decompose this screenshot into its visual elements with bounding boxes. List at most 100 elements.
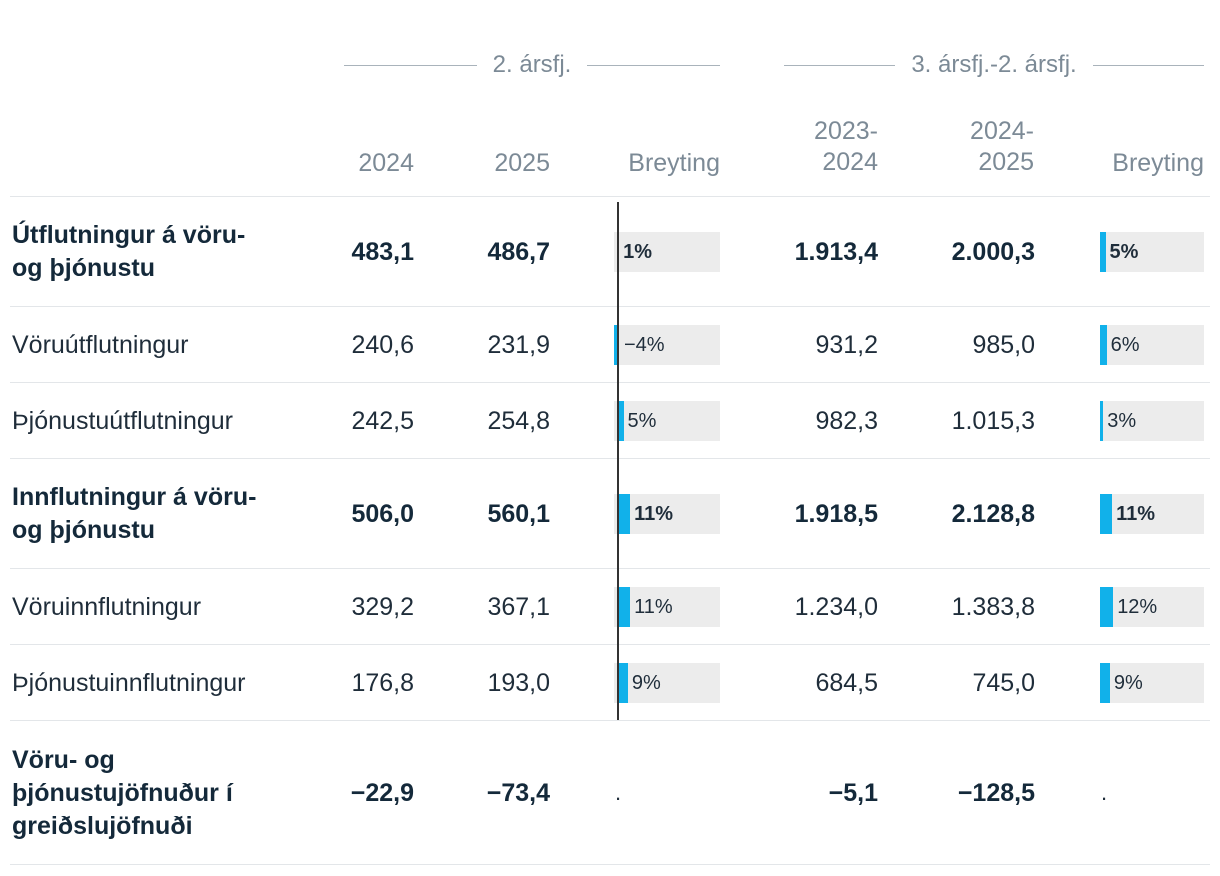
row-label-line: Vöruinnflutningur <box>12 592 202 621</box>
change-1-track: 9% <box>614 663 720 703</box>
change-1-track: −4% <box>613 325 720 365</box>
change-1-track: 11% <box>614 494 720 534</box>
row-label: Innflutningur á vöru-og þjónustu <box>12 481 256 547</box>
col-header-change-2: Breyting <box>1112 149 1204 177</box>
change-2-track: 3% <box>1100 401 1204 441</box>
group-header-line <box>344 64 477 66</box>
group-header-line <box>784 64 896 66</box>
cell-v2023-2024: 1.234,0 <box>794 593 878 621</box>
cell-v2025: 367,1 <box>487 593 550 621</box>
change-2-label: 5% <box>1109 241 1139 263</box>
change-1-label: 9% <box>631 672 661 694</box>
row-label-line: og þjónustu <box>12 254 156 282</box>
row-label-line: og þjónustu <box>12 516 156 544</box>
row-label-line: Þjónustuinnflutningur <box>12 668 246 697</box>
change-2-bar <box>1100 494 1113 534</box>
cell-v2024-2025: 985,0 <box>972 331 1035 359</box>
change-1-bar <box>618 663 628 703</box>
cell-v2023-2024: −5,1 <box>828 779 878 807</box>
change-2-label: 9% <box>1113 672 1143 694</box>
group-header-q3-q2-label: 3. ársfj.-2. ársfj. <box>911 51 1077 78</box>
change-2-empty: . <box>1101 780 1108 805</box>
col-header-2023-2024: 2023- 2024 <box>760 116 878 178</box>
cell-v2024: 242,5 <box>351 407 414 435</box>
change-2-track: 9% <box>1100 663 1204 703</box>
change-1-label: 11% <box>634 596 673 618</box>
table-row: Vöruinnflutningur 329,2 367,1 1.234,0 1.383,… <box>10 568 1210 645</box>
row-label-line: Vöruútflutningur <box>12 330 189 359</box>
row-label-line: Útflutningur á vöru- <box>12 221 246 249</box>
group-header-q2: 2. ársfj. <box>344 50 721 80</box>
change-1-label: −4% <box>624 334 665 356</box>
cell-v2024: 176,8 <box>351 669 414 697</box>
cell-v2024-2025: 745,0 <box>972 669 1035 697</box>
change-1-label: 11% <box>634 503 674 525</box>
col-header-change-1: Breyting <box>628 149 720 177</box>
change-2-bar <box>1100 587 1114 627</box>
group-header-q2-label: 2. ársfj. <box>492 51 572 78</box>
cell-v2024: 483,1 <box>351 238 414 266</box>
cell-v2024: 506,0 <box>351 500 414 528</box>
table-row: Þjónustuútflutningur 242,5 254,8 982,3 1.015… <box>10 382 1210 459</box>
row-label-line: Þjónustuútflutningur <box>12 406 233 435</box>
change-2-bar <box>1100 325 1107 365</box>
group-header-line <box>587 64 721 66</box>
cell-v2024: 240,6 <box>351 331 414 359</box>
cell-v2025: 231,9 <box>487 331 550 359</box>
table-row: Vöru- og þjónustujöfnuður í greiðslujöfnuð… <box>10 720 1210 865</box>
cell-v2024: −22,9 <box>350 779 414 807</box>
cell-v2023-2024: 1.913,4 <box>794 238 878 266</box>
change-2-label: 3% <box>1107 410 1137 432</box>
change-2-bar <box>1100 401 1104 441</box>
row-label: Vöruinnflutningur <box>12 591 201 624</box>
cell-v2023-2024: 684,5 <box>815 669 878 697</box>
cell-v2025: 560,1 <box>487 500 550 528</box>
change-1-bar <box>613 325 618 365</box>
cell-v2025: −73,4 <box>486 779 550 807</box>
cell-v2024-2025: 2.128,8 <box>951 500 1035 528</box>
cell-v2025: 254,8 <box>487 407 550 435</box>
col-header-2023-2024-line1: 2023- <box>814 117 878 145</box>
row-label: Þjónustuinnflutningur <box>12 667 246 700</box>
cell-v2024: 329,2 <box>351 593 414 621</box>
change-1-label: 5% <box>627 410 657 432</box>
table-row: Innflutningur á vöru-og þjónustu 506,0 560… <box>10 458 1210 569</box>
change-1-zero-axis <box>617 202 619 720</box>
change-2-track: 12% <box>1100 587 1204 627</box>
change-1-bar <box>618 587 631 627</box>
group-header-line <box>1092 64 1204 66</box>
cell-v2023-2024: 982,3 <box>815 407 878 435</box>
row-label: Vöru- og þjónustujöfnuður í greiðslujöfnuð… <box>12 744 233 843</box>
col-header-2024: 2024 <box>358 149 414 177</box>
col-header-2024-2025: 2024- 2025 <box>916 116 1034 178</box>
cell-v2024-2025: 2.000,3 <box>951 238 1035 266</box>
row-label-line: greiðslujöfnuði <box>12 811 193 840</box>
col-header-2024-2025-line1: 2024- <box>970 117 1034 145</box>
change-2-label: 12% <box>1117 596 1158 618</box>
change-1-track: 1% <box>614 232 720 272</box>
cell-v2024-2025: 1.383,8 <box>951 593 1035 621</box>
col-header-2024-2025-line2: 2025 <box>978 148 1034 176</box>
change-2-label: 6% <box>1110 334 1140 356</box>
cell-v2025: 193,0 <box>487 669 550 697</box>
change-1-empty: . <box>615 780 622 805</box>
row-label: Þjónustuútflutningur <box>12 405 233 438</box>
change-2-track: 6% <box>1100 325 1204 365</box>
row-label: Vöruútflutningur <box>12 329 189 362</box>
cell-v2025: 486,7 <box>487 238 550 266</box>
cell-v2024-2025: 1.015,3 <box>951 407 1035 435</box>
col-header-2023-2024-line2: 2024 <box>822 148 878 176</box>
table-row: Vöruútflutningur 240,6 231,9 931,2 985,0 −4% 6… <box>10 306 1210 383</box>
col-header-2025: 2025 <box>494 149 550 177</box>
table-row: Þjónustuinnflutningur 176,8 193,0 684,5 745,… <box>10 644 1210 721</box>
row-label-line: þjónustujöfnuður í <box>12 778 233 807</box>
change-1-track: 5% <box>614 401 720 441</box>
row-label: Útflutningur á vöru-og þjónustu <box>12 219 245 285</box>
change-2-bar <box>1100 232 1106 272</box>
change-2-bar <box>1100 663 1110 703</box>
cell-v2023-2024: 931,2 <box>815 331 878 359</box>
row-label-line: Vöru- og <box>12 745 115 774</box>
change-2-track: 5% <box>1100 232 1204 272</box>
row-label-line: Innflutningur á vöru- <box>12 483 257 511</box>
cell-v2023-2024: 1.918,5 <box>794 500 878 528</box>
